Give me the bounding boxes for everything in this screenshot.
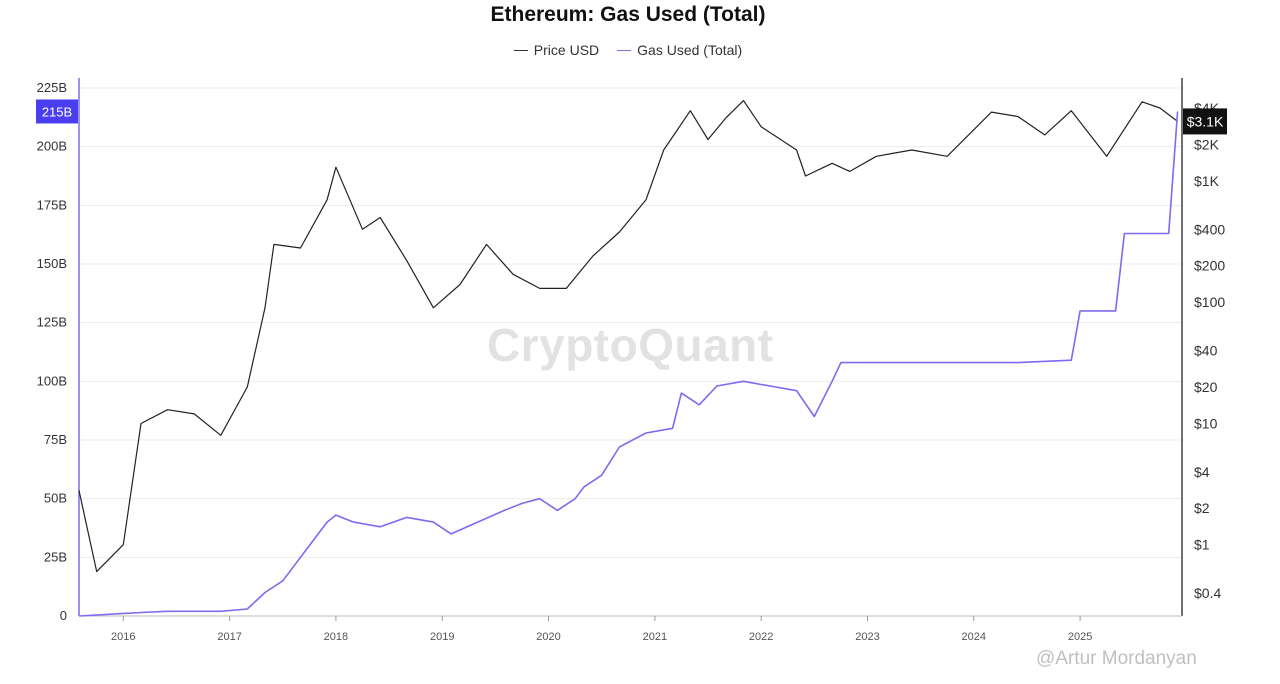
credit-text: @Artur Mordanyan xyxy=(1036,648,1197,669)
y-right-tick-10: $1K xyxy=(1194,173,1220,189)
x-tick-4: 2020 xyxy=(536,631,560,643)
legend-item-gas[interactable]: Gas Used (Total) xyxy=(617,42,742,58)
legend-swatch-gas xyxy=(617,49,632,51)
y-right-tick-0: $0.4 xyxy=(1194,585,1221,601)
chart-title: Ethereum: Gas Used (Total) xyxy=(490,3,766,26)
y-right-tick-1: $1 xyxy=(1194,537,1210,553)
y-right-tick-7: $100 xyxy=(1194,294,1225,310)
x-tick-7: 2023 xyxy=(855,631,879,643)
legend-label-price: Price USD xyxy=(533,42,600,58)
x-tick-5: 2021 xyxy=(643,631,667,643)
y-right-tick-9: $400 xyxy=(1194,221,1225,237)
y-right-tick-8: $200 xyxy=(1194,258,1225,274)
x-tick-2: 2018 xyxy=(324,631,348,643)
y-left-tick-7: 175B xyxy=(37,197,67,212)
x-tick-0: 2016 xyxy=(111,631,135,643)
y-left-tick-9: 225B xyxy=(37,80,67,95)
legend-swatch-price xyxy=(513,49,528,51)
y-right-tick-4: $10 xyxy=(1194,415,1218,431)
x-tick-9: 2025 xyxy=(1068,631,1092,643)
y-right-tick-2: $2 xyxy=(1194,500,1210,516)
legend-label-gas: Gas Used (Total) xyxy=(637,42,743,58)
badge-left-bg xyxy=(36,99,78,124)
y-left-tick-2: 50B xyxy=(44,491,67,506)
y-left-tick-5: 125B xyxy=(37,315,67,330)
y-left-tick-0: 0 xyxy=(60,608,67,623)
series-line-gas xyxy=(78,111,1179,617)
y-right-tick-6: $40 xyxy=(1194,343,1218,359)
y-left-tick-4: 100B xyxy=(37,373,67,388)
x-tick-3: 2019 xyxy=(430,631,454,643)
x-tick-6: 2022 xyxy=(749,631,773,643)
watermark: CryptoQuant xyxy=(487,319,774,371)
badge-left-label: 215B xyxy=(42,104,72,119)
y-right-tick-5: $20 xyxy=(1194,379,1218,395)
y-left-tick-3: 75B xyxy=(44,432,67,447)
y-right-tick-11: $2K xyxy=(1194,136,1220,152)
x-tick-1: 2017 xyxy=(217,631,241,643)
x-tick-8: 2024 xyxy=(962,631,986,643)
y-left-tick-1: 25B xyxy=(44,549,67,564)
y-right-tick-3: $4 xyxy=(1194,464,1210,480)
badge-right-label: $3.1K xyxy=(1187,113,1224,129)
legend-item-price[interactable]: Price USD xyxy=(513,42,600,58)
chart-legend: Price USD Gas Used (Total) xyxy=(0,42,1256,58)
y-left-tick-8: 200B xyxy=(37,139,67,154)
badge-right-bg xyxy=(1183,108,1227,135)
y-left-tick-6: 150B xyxy=(37,256,67,271)
series-line-price xyxy=(78,99,1178,573)
